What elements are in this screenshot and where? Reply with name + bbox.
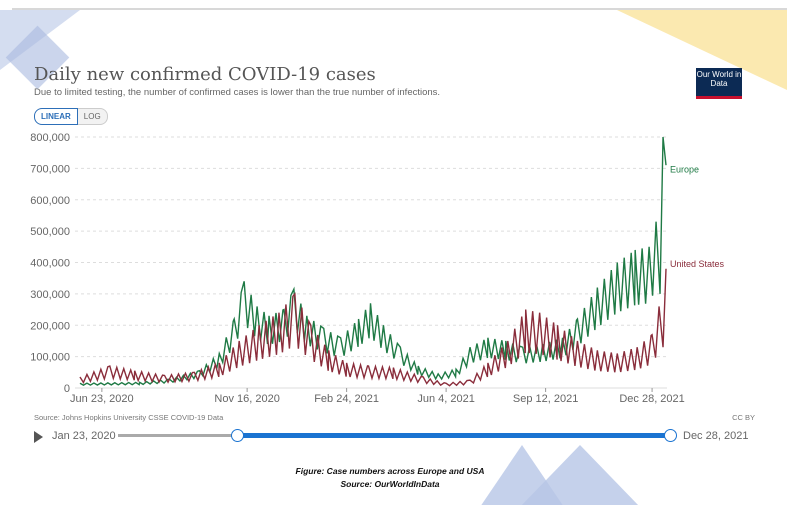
x-tick-label: Sep 12, 2021 <box>513 393 578 405</box>
timeline-end-label: Dec 28, 2021 <box>683 430 749 442</box>
x-tick-label: Nov 16, 2020 <box>214 393 279 405</box>
timeline-start-handle[interactable] <box>231 429 244 442</box>
x-tick-label: Dec 28, 2021 <box>619 393 684 405</box>
y-tick-label: 300,000 <box>30 289 70 301</box>
y-tick-label: 800,000 <box>30 132 70 144</box>
figure-caption: Figure: Case numbers across Europe and U… <box>295 466 485 476</box>
y-tick-label: 200,000 <box>30 320 70 332</box>
chart-title: Daily new confirmed COVID-19 cases <box>34 64 376 85</box>
x-tick-label: Jun 4, 2021 <box>417 393 475 405</box>
timeline-selected-range[interactable] <box>238 433 670 438</box>
y-tick-label: 0 <box>64 383 70 395</box>
legend-label: Europe <box>670 164 699 174</box>
line-chart: 0 100,000 200,000 300,000 400,000 500,000 600,… <box>30 132 725 405</box>
y-tick-label: 400,000 <box>30 258 70 270</box>
x-tick-label: Jun 23, 2020 <box>70 393 134 405</box>
timeline-end-handle[interactable] <box>664 429 677 442</box>
log-button[interactable]: LOG <box>77 108 108 125</box>
divider <box>12 8 787 10</box>
play-icon[interactable] <box>34 431 43 443</box>
scale-toggle: LINEAR LOG <box>34 108 108 125</box>
owid-logo[interactable]: Our World in Data <box>696 68 742 99</box>
legend-label: United States <box>670 259 725 269</box>
y-tick-label: 500,000 <box>30 226 70 238</box>
linear-button[interactable]: LINEAR <box>34 108 78 125</box>
chart-subtitle: Due to limited testing, the number of co… <box>34 87 441 98</box>
decoration <box>520 445 640 505</box>
timeline-start-label: Jan 23, 2020 <box>52 430 116 442</box>
license-text[interactable]: CC BY <box>732 413 755 422</box>
y-tick-label: 600,000 <box>30 195 70 207</box>
timeline-track[interactable] <box>118 434 238 437</box>
y-tick-label: 100,000 <box>30 352 70 364</box>
y-tick-label: 700,000 <box>30 163 70 175</box>
x-tick-label: Feb 24, 2021 <box>314 393 379 405</box>
figure-source: Source: OurWorldInData <box>340 479 440 489</box>
source-text[interactable]: Source: Johns Hopkins University CSSE CO… <box>34 413 224 422</box>
series-line-united-states <box>79 268 667 387</box>
